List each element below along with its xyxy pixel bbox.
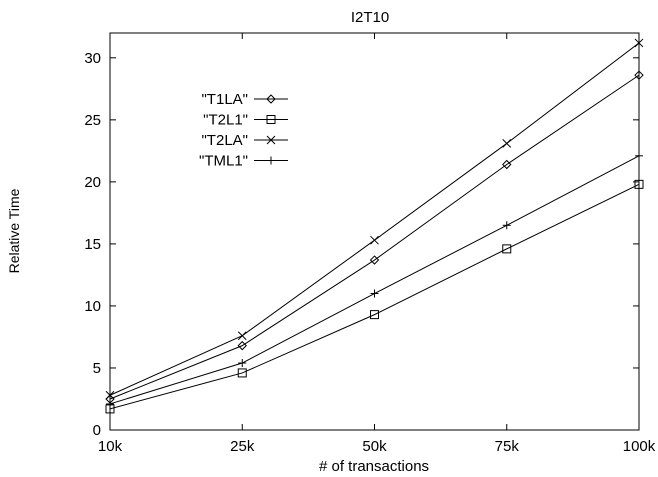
data-point	[634, 70, 644, 80]
legend-label: "T2LA"	[201, 132, 248, 149]
series-line	[109, 74, 640, 400]
y-axis: 0 5 10 15 20 25 30	[84, 50, 639, 439]
series-line	[109, 183, 640, 410]
y-tick-label: 5	[93, 360, 101, 377]
data-point	[502, 159, 512, 170]
legend-label: "T1LA"	[201, 91, 248, 108]
plot-frame	[109, 32, 640, 431]
data-point	[105, 390, 115, 400]
y-tick-label: 25	[84, 112, 101, 129]
legend-entry: "TML1"	[199, 153, 288, 170]
y-tick-label: 20	[84, 174, 101, 191]
legend-entry: "T2L1"	[203, 112, 288, 129]
legend-marker	[266, 94, 276, 104]
x-tick-label: 75k	[495, 438, 520, 455]
legend-marker	[267, 156, 275, 165]
y-tick-label: 10	[84, 298, 101, 315]
data-point	[370, 310, 379, 320]
series-line	[109, 42, 640, 396]
data-point	[370, 235, 379, 245]
y-tick-label: 30	[84, 50, 101, 67]
series-layer	[105, 38, 644, 414]
y-tick-label: 15	[84, 236, 101, 253]
data-point	[369, 255, 380, 265]
chart-title: I2T10	[351, 9, 389, 26]
x-axis: 10k 25k 50k 75k 100k	[98, 33, 656, 455]
data-point	[634, 179, 644, 189]
legend-entry: "T2LA"	[201, 132, 288, 149]
x-tick-label: 10k	[98, 438, 123, 455]
y-tick-label: 0	[93, 422, 101, 439]
data-point	[237, 368, 247, 378]
series-1	[105, 179, 644, 414]
data-point	[502, 139, 512, 148]
data-point	[502, 244, 512, 254]
series-3	[106, 151, 643, 408]
data-point	[237, 331, 247, 341]
data-point	[634, 38, 644, 48]
legend: "T1LA" "T2L1" "T2LA" "TML1"	[199, 91, 288, 170]
x-axis-label: # of transactions	[319, 458, 429, 475]
series-0	[105, 70, 644, 404]
legend-label: "TML1"	[199, 153, 248, 170]
legend-entry: "T1LA"	[201, 91, 288, 108]
x-tick-label: 25k	[230, 438, 255, 455]
y-axis-label: Relative Time	[6, 188, 22, 273]
legend-marker	[266, 135, 276, 145]
x-tick-label: 50k	[362, 438, 387, 455]
data-point	[237, 340, 247, 351]
data-point	[238, 359, 247, 368]
data-point	[635, 151, 643, 160]
data-point	[502, 221, 511, 230]
series-2	[105, 38, 644, 400]
data-point	[106, 399, 114, 408]
legend-marker	[266, 115, 276, 124]
data-point	[370, 289, 379, 298]
x-tick-label: 100k	[623, 438, 656, 455]
legend-label: "T2L1"	[203, 112, 248, 129]
